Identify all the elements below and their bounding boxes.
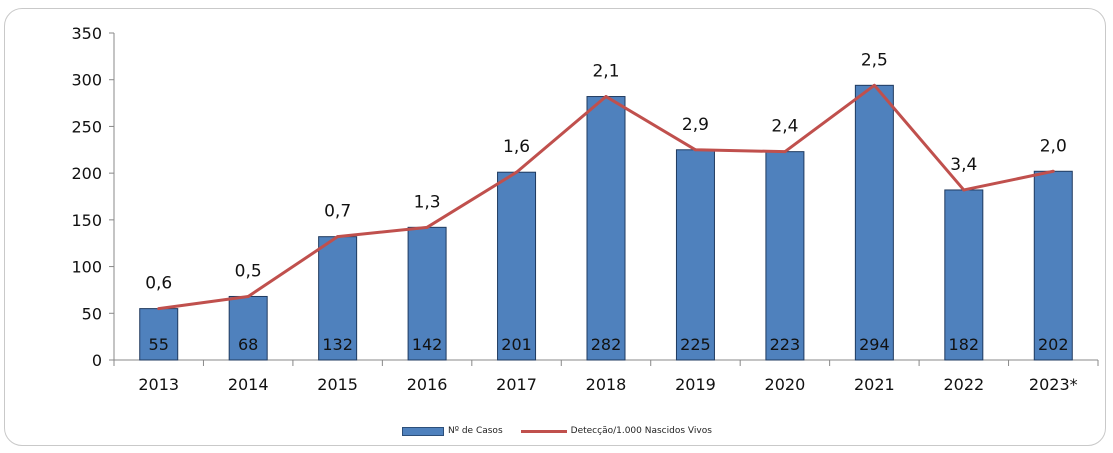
bar	[586, 96, 626, 361]
legend-line-swatch	[520, 429, 567, 433]
bar-value-label: 225	[680, 335, 711, 354]
rate-point	[157, 307, 161, 311]
bar-value-label: 55	[149, 335, 169, 354]
rate-point	[693, 148, 697, 152]
legend-bar-swatch	[402, 426, 444, 436]
rate-point	[515, 170, 519, 174]
rate-label: 2,0	[1040, 136, 1067, 156]
y-tick-label: 350	[71, 24, 102, 43]
y-tick-label: 150	[71, 211, 102, 230]
y-tick-label: 200	[71, 164, 102, 183]
rate-point	[425, 225, 429, 229]
x-tick-label: 2016	[407, 375, 448, 394]
x-tick-label: 2013	[138, 375, 179, 394]
bar-value-label: 223	[770, 335, 801, 354]
rate-label: 2,5	[861, 50, 888, 70]
y-tick-label: 300	[71, 71, 102, 90]
x-tick-label: 2017	[496, 375, 537, 394]
rate-label: 1,3	[414, 192, 441, 212]
y-tick-label: 0	[92, 351, 102, 370]
legend: Nº de Casos Detecção/1.000 Nascidos Vivo…	[402, 423, 712, 439]
rate-label: 3,4	[950, 155, 977, 175]
rate-label: 0,5	[235, 261, 262, 281]
rate-label: 2,4	[771, 117, 798, 137]
rate-label: 0,6	[145, 274, 172, 294]
bar-value-label: 132	[322, 335, 353, 354]
bar	[1033, 170, 1073, 361]
bar-value-label: 294	[859, 335, 890, 354]
rate-label: 0,7	[324, 202, 351, 222]
rate-point	[604, 95, 608, 99]
y-tick-label: 50	[82, 304, 102, 323]
x-tick-label: 2022	[943, 375, 984, 394]
rate-point	[872, 83, 876, 87]
x-tick-label: 2023*	[1029, 375, 1078, 394]
bar	[407, 226, 447, 361]
rate-point	[336, 235, 340, 239]
bar	[944, 189, 984, 361]
bar	[675, 149, 715, 361]
bar-value-label: 142	[412, 335, 443, 354]
rate-point	[962, 188, 966, 192]
x-tick-label: 2020	[765, 375, 806, 394]
bar	[497, 171, 537, 361]
rate-point	[783, 150, 787, 154]
legend-line-label: Detecção/1.000 Nascidos Vivos	[570, 426, 712, 436]
bar	[765, 151, 805, 361]
y-tick-label: 250	[71, 117, 102, 136]
bar-value-label: 202	[1038, 335, 1069, 354]
rate-label: 2,1	[592, 62, 619, 82]
legend-bar-label: Nº de Casos	[448, 426, 503, 436]
chart-frame	[4, 8, 1106, 446]
bar-value-label: 201	[501, 335, 532, 354]
x-tick-label: 2021	[854, 375, 895, 394]
rate-point	[1051, 169, 1055, 173]
y-tick-label: 100	[71, 258, 102, 277]
x-tick-label: 2018	[586, 375, 627, 394]
bar-value-label: 182	[949, 335, 980, 354]
rate-point	[246, 294, 250, 298]
x-tick-label: 2019	[675, 375, 716, 394]
x-tick-label: 2014	[228, 375, 269, 394]
rate-label: 1,6	[503, 137, 530, 157]
bar	[854, 84, 894, 361]
bar-value-label: 68	[238, 335, 258, 354]
rate-label: 2,9	[682, 115, 709, 135]
x-tick-label: 2015	[317, 375, 358, 394]
bar	[228, 295, 268, 361]
bar-value-label: 282	[591, 335, 622, 354]
